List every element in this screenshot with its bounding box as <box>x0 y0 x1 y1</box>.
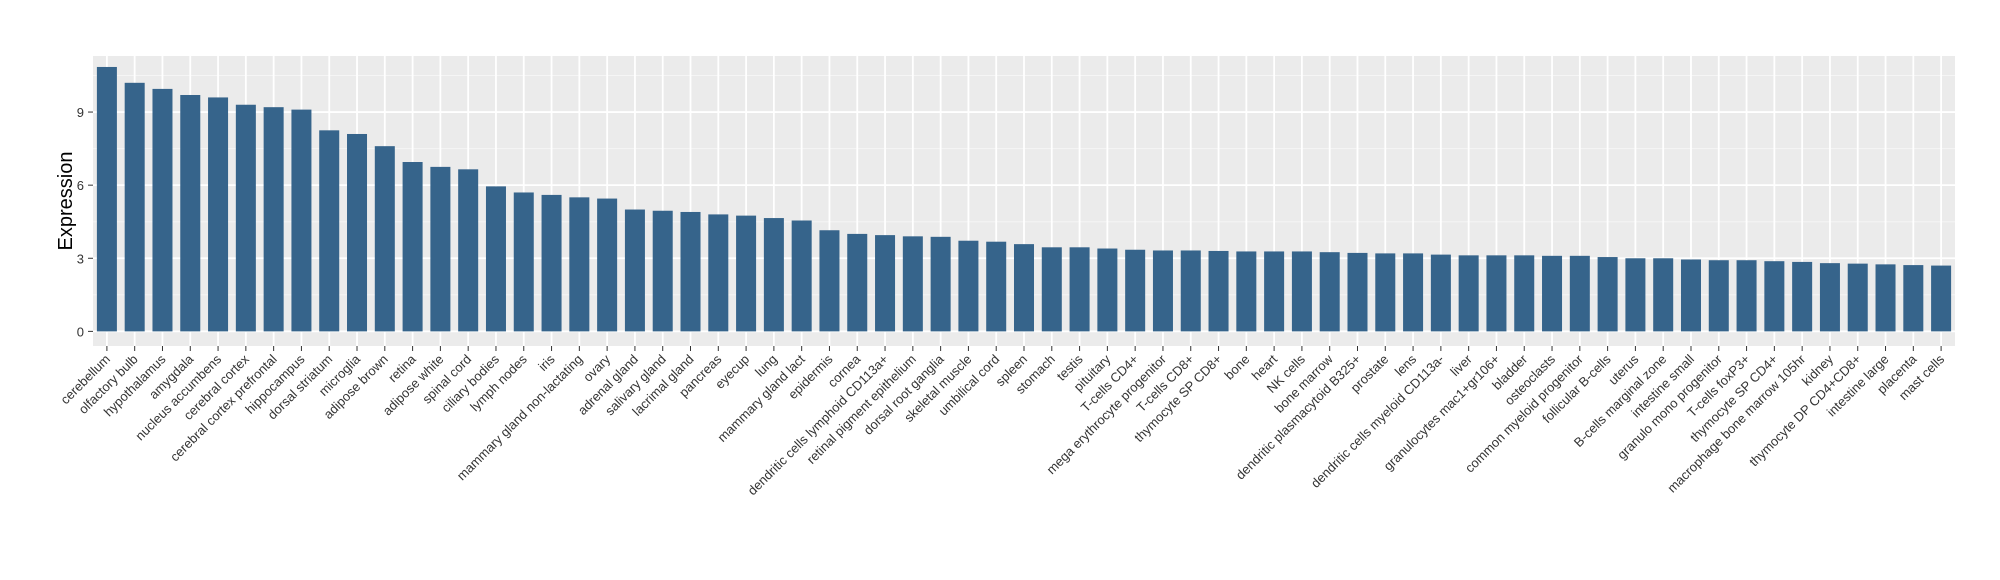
bar <box>152 88 173 332</box>
bar <box>624 209 645 332</box>
bar <box>1041 247 1062 332</box>
bar <box>1569 255 1590 332</box>
bar <box>96 66 117 332</box>
y-tick-label: 9 <box>77 105 84 120</box>
bar <box>1792 261 1813 332</box>
bar <box>1819 263 1840 332</box>
bar <box>875 235 896 332</box>
bar <box>430 166 451 332</box>
bar <box>1764 261 1785 332</box>
bars <box>96 66 1952 332</box>
bar <box>319 130 340 332</box>
bar <box>485 186 506 332</box>
bar <box>1597 257 1618 332</box>
bar <box>763 218 784 332</box>
bar <box>1069 247 1090 332</box>
x-tick-label: bone <box>1221 352 1252 383</box>
bar <box>652 210 673 332</box>
bar <box>458 169 479 332</box>
bar <box>235 104 256 332</box>
bar <box>1319 252 1340 332</box>
bar <box>1736 260 1757 332</box>
bar <box>1375 253 1396 332</box>
bar <box>1514 255 1535 332</box>
bar <box>986 241 1007 332</box>
bar <box>1542 255 1563 332</box>
bar <box>124 82 145 332</box>
y-tick-label: 0 <box>77 324 84 339</box>
bar <box>541 194 562 332</box>
bar <box>1458 255 1479 332</box>
bar <box>1180 250 1201 332</box>
y-axis: 0 3 6 9 <box>77 105 93 339</box>
bar <box>847 233 868 332</box>
bar <box>1708 260 1729 332</box>
bar <box>736 215 757 332</box>
bar <box>597 198 618 332</box>
bar <box>1486 255 1507 332</box>
bar <box>263 107 284 332</box>
bar <box>1208 250 1229 332</box>
bar <box>1403 253 1424 332</box>
bar <box>291 109 312 332</box>
bar <box>958 240 979 332</box>
bar <box>1291 251 1312 332</box>
bar <box>1625 258 1646 332</box>
bar <box>347 133 368 332</box>
bar <box>819 230 840 332</box>
bar <box>1903 265 1924 332</box>
bar <box>1125 249 1146 332</box>
bar <box>1097 248 1118 332</box>
bar <box>791 220 812 332</box>
bar <box>180 94 201 332</box>
bar <box>1347 252 1368 332</box>
bar <box>374 146 395 332</box>
bar <box>1264 251 1285 332</box>
bar <box>1653 258 1674 332</box>
y-axis-title: Expression <box>55 152 77 251</box>
bar <box>1236 251 1257 332</box>
bar <box>1847 263 1868 332</box>
bar <box>402 162 423 332</box>
bar <box>513 192 534 332</box>
bar <box>1680 259 1701 332</box>
bar <box>1152 250 1173 332</box>
bar <box>708 214 729 332</box>
bar <box>1875 264 1896 332</box>
bar <box>1430 254 1451 332</box>
bar <box>930 236 951 332</box>
bar <box>208 97 229 332</box>
bar <box>1013 244 1035 332</box>
y-tick-label: 3 <box>77 251 84 266</box>
y-tick-label: 6 <box>77 178 84 193</box>
bar <box>569 197 590 332</box>
bar <box>902 236 923 332</box>
bar <box>680 211 701 332</box>
bar <box>1931 265 1952 332</box>
